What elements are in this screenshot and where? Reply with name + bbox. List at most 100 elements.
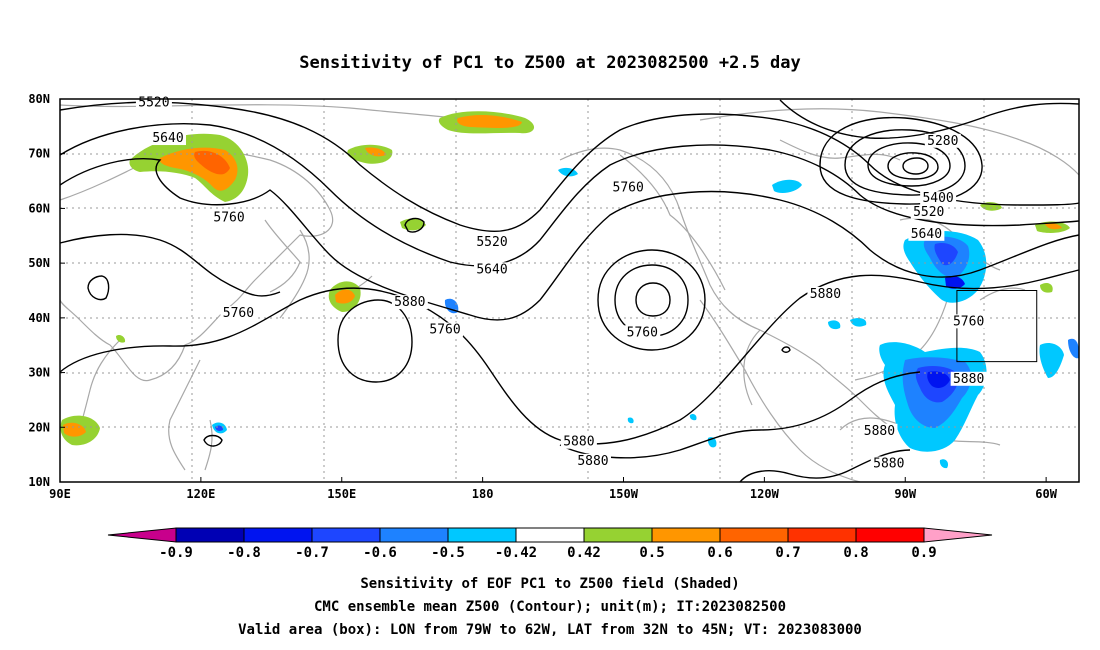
contour-low-ring-1: [819, 116, 983, 205]
map-panel: 5520 5640 5760 5520 5640 5760 5760 5760 5880 5760…: [59, 95, 1080, 483]
contour-label: 5520: [476, 235, 507, 250]
contour-label-background: [624, 325, 661, 340]
contour-label: 5280: [927, 134, 958, 149]
contour-label-background: [910, 204, 947, 219]
colorbar-swatch: [719, 527, 789, 543]
latitude-tick-labels: 80N 70N 60N 50N 40N 30N 20N 10N: [28, 92, 65, 489]
contour-label-background: [924, 133, 961, 148]
lon-tick-label: 150W: [609, 487, 639, 501]
contour-label-background: [574, 453, 611, 468]
contour-label-background: [220, 306, 257, 321]
colorbar-swatch: [243, 527, 313, 543]
lon-tick-label: 120E: [186, 487, 215, 501]
colorbar-label: 0.8: [843, 545, 868, 561]
contour-low-gulf-outer: [597, 249, 706, 351]
map-title: Sensitivity of PC1 to Z500 at 2023082500…: [299, 53, 801, 73]
contour-label: 5880: [563, 435, 594, 450]
caption-line-1: Sensitivity of EOF PC1 to Z500 field (Sh…: [360, 576, 739, 592]
colorbar-swatch: [515, 527, 585, 543]
colorbar-swatch: [447, 527, 517, 543]
colorbar-swatch: [311, 527, 381, 543]
contour-closed-small-3: [203, 434, 223, 447]
colorbar-swatch: [787, 527, 857, 543]
contour-label: 5880: [394, 295, 425, 310]
contour-label: 5760: [613, 180, 644, 195]
contour-label: 5880: [873, 457, 904, 472]
colorbar-label: 0.6: [707, 545, 732, 561]
lat-tick-label: 80N: [28, 92, 50, 106]
contour-low-ring-2: [844, 129, 966, 196]
contour-label-background: [391, 295, 428, 310]
lat-tick-label: 60N: [28, 201, 50, 215]
colorbar-swatch: [175, 527, 245, 543]
contour-label: 5760: [223, 306, 254, 321]
caption-line-3: Valid area (box): LON from 79W to 62W, L…: [238, 622, 862, 638]
contour-low-ring-4: [887, 152, 939, 180]
lat-tick-label: 40N: [28, 311, 50, 325]
colorbar-swatch: [855, 527, 925, 543]
contour-label-background: [474, 234, 511, 249]
lat-tick-label: 10N: [28, 475, 50, 489]
colorbar-label: 0.9: [911, 545, 936, 561]
contour-label-background: [427, 322, 464, 337]
contour-closed-small-4: [781, 346, 791, 353]
contour-labels: 5520 5640 5760 5520 5640 5760 5760 5760 5880 5760…: [135, 95, 987, 472]
contour-label-background: [950, 371, 987, 386]
contour-label-background: [150, 131, 187, 146]
colorbar-label: -0.7: [295, 545, 329, 561]
lon-tick-label: 180: [472, 487, 494, 501]
lat-tick-label: 30N: [28, 366, 50, 380]
contour-closed-small-1: [87, 275, 110, 301]
lon-tick-label: 60W: [1035, 487, 1057, 501]
lon-tick-label: 90E: [49, 487, 71, 501]
colorbar-high-extension: [923, 527, 993, 543]
contour-5760-west: [59, 233, 281, 297]
lat-tick-label: 20N: [28, 420, 50, 434]
contour-label: 5400: [922, 191, 953, 206]
contour-label-background: [920, 191, 957, 206]
colorbar-label: 0.5: [639, 545, 664, 561]
colorbar-label: -0.6: [363, 545, 397, 561]
contour-label: 5880: [953, 372, 984, 387]
contour-5640: [59, 123, 1080, 267]
contour-5760-north: [59, 158, 1080, 321]
z500-contours: [59, 99, 1080, 483]
contour-label-background: [870, 456, 907, 471]
contour-label-background: [861, 423, 898, 438]
lat-tick-label: 50N: [28, 256, 50, 270]
contour-low-gulf-inner: [635, 282, 671, 317]
lon-tick-label: 150E: [327, 487, 356, 501]
contour-5880-main: [59, 269, 1080, 445]
contour-label: 5760: [627, 325, 658, 340]
colorbar-label: 0.7: [775, 545, 800, 561]
contour-closed-small-2: [404, 217, 425, 233]
contour-5880-tail: [739, 449, 911, 483]
colorbar-label: -0.5: [431, 545, 465, 561]
colorbar-label: 0.42: [567, 545, 601, 561]
contour-label: 5520: [913, 205, 944, 220]
contour-label-background: [807, 286, 844, 301]
contour-label: 5760: [953, 314, 984, 329]
contour-label-background: [211, 210, 248, 225]
longitude-tick-labels: 90E 120E 150E 180 150W 120W 90W 60W: [49, 477, 1058, 501]
contour-label: 5760: [213, 210, 244, 225]
contour-label: 5880: [864, 424, 895, 439]
lon-tick-label: 120W: [750, 487, 780, 501]
lat-tick-label: 70N: [28, 147, 50, 161]
contour-label: 5640: [152, 131, 183, 146]
contour-label-background: [560, 434, 597, 449]
contour-low-ring-3: [867, 142, 951, 187]
colorbar-swatch: [379, 527, 449, 543]
contour-label: 5640: [911, 227, 942, 242]
contour-label: 5880: [577, 454, 608, 469]
contour-high-pacific: [337, 299, 413, 383]
contour-label: 5880: [810, 287, 841, 302]
contour-5880-south: [559, 371, 921, 459]
colorbar-label: -0.9: [159, 545, 193, 561]
contour-label-background: [908, 226, 945, 241]
colorbar-low-extension: [107, 527, 177, 543]
colorbar-label: -0.42: [495, 545, 537, 561]
colorbar-swatch: [583, 527, 653, 543]
colorbar-label: -0.8: [227, 545, 261, 561]
